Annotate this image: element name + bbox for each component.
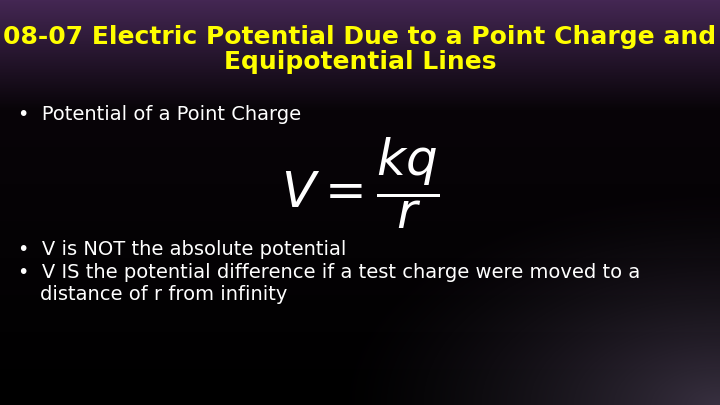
Text: distance of r from infinity: distance of r from infinity (40, 285, 287, 304)
Text: •  V is NOT the absolute potential: • V is NOT the absolute potential (18, 240, 346, 259)
Text: 08-07 Electric Potential Due to a Point Charge and: 08-07 Electric Potential Due to a Point … (4, 25, 716, 49)
Text: Equipotential Lines: Equipotential Lines (224, 50, 496, 74)
Text: •  Potential of a Point Charge: • Potential of a Point Charge (18, 105, 301, 124)
Text: •  V IS the potential difference if a test charge were moved to a: • V IS the potential difference if a tes… (18, 263, 640, 282)
Text: $V = \dfrac{kq}{r}$: $V = \dfrac{kq}{r}$ (281, 135, 439, 230)
